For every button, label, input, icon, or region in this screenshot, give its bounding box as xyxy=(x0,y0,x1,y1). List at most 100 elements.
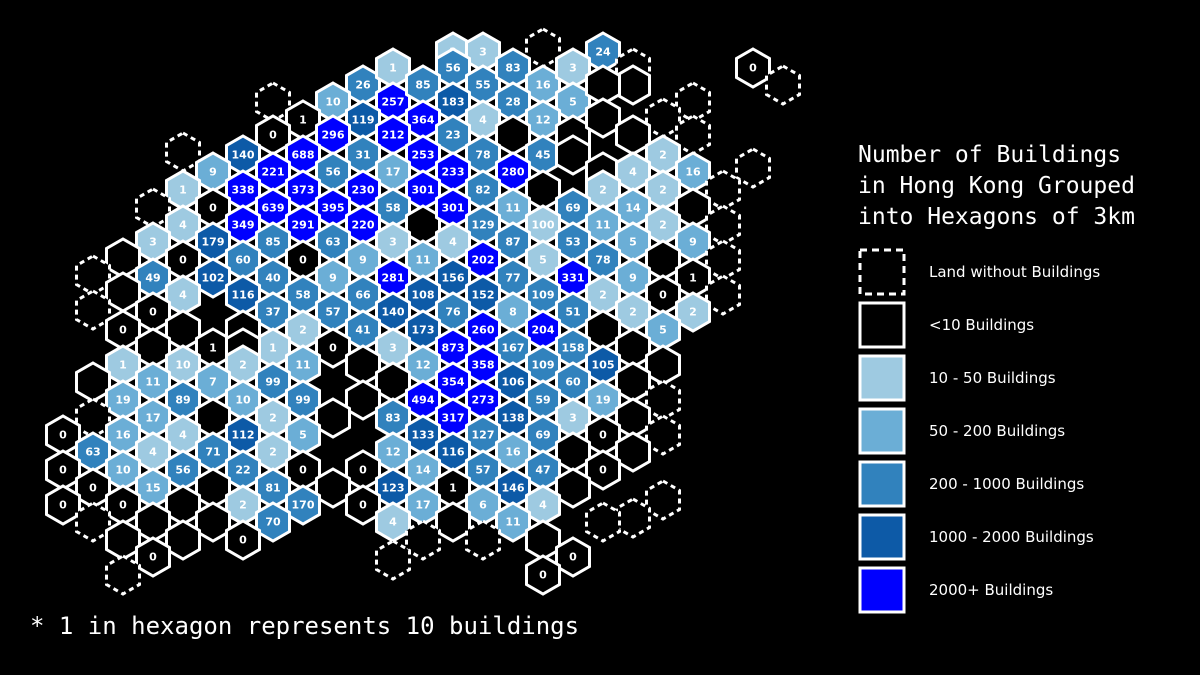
hex-cell: 71 xyxy=(195,431,231,473)
hex-value-label: 296 xyxy=(322,129,345,142)
hex-cell: 77 xyxy=(495,257,531,299)
hex-shape xyxy=(315,397,351,439)
hex-value-label: 28 xyxy=(505,96,520,109)
legend-swatch xyxy=(858,566,906,614)
hex-value-label: 4 xyxy=(149,446,157,459)
hex-cell: 2 xyxy=(285,309,321,351)
hex-cell: 99 xyxy=(285,379,321,421)
hex-cell: 0 xyxy=(45,449,81,491)
hex-cell: 127 xyxy=(465,414,501,456)
hex-value-label: 11 xyxy=(295,359,310,372)
hex-cell: 129 xyxy=(465,204,501,246)
hex-value-label: 16 xyxy=(535,79,551,92)
hex-cell: 6 xyxy=(465,484,501,526)
hex-value-label: 7 xyxy=(209,376,217,389)
hex-cell: 2 xyxy=(585,169,621,211)
hex-shape xyxy=(555,431,591,473)
hex-value-label: 83 xyxy=(385,412,400,425)
hex-value-label: 10 xyxy=(325,96,341,109)
hex-value-label: 349 xyxy=(232,219,255,232)
hex-cell xyxy=(615,431,651,473)
hex-cell: 183 xyxy=(435,81,471,123)
hex-value-label: 4 xyxy=(179,289,187,302)
hex-cell xyxy=(75,501,111,543)
hex-value-label: 317 xyxy=(442,412,465,425)
hex-cell xyxy=(135,501,171,543)
hex-value-label: 220 xyxy=(352,219,375,232)
hex-value-label: 0 xyxy=(89,482,97,495)
hex-cell: 85 xyxy=(255,221,291,263)
hex-value-label: 83 xyxy=(505,62,520,75)
legend-label: 50 - 200 Buildings xyxy=(929,422,1065,440)
hex-cell xyxy=(555,431,591,473)
hex-cell: 280 xyxy=(495,151,531,193)
hex-cell: 253 xyxy=(405,134,441,176)
legend-item: 50 - 200 Buildings xyxy=(858,407,1065,455)
hex-cell: 56 xyxy=(315,151,351,193)
hex-value-label: 5 xyxy=(629,236,637,249)
hex-cell: 1 xyxy=(285,99,321,141)
hex-value-label: 138 xyxy=(502,412,525,425)
hex-value-label: 133 xyxy=(412,429,435,442)
hex-shape xyxy=(45,484,81,526)
hex-shape xyxy=(135,501,171,543)
hex-value-label: 14 xyxy=(625,202,641,215)
hex-cell: 45 xyxy=(525,134,561,176)
legend-label: 1000 - 2000 Buildings xyxy=(929,528,1094,546)
hex-cell: 2 xyxy=(645,169,681,211)
hex-cell: 5 xyxy=(525,239,561,281)
hex-cell: 4 xyxy=(525,484,561,526)
hex-cell: 89 xyxy=(165,379,201,421)
hex-cell: 66 xyxy=(345,274,381,316)
hex-cell: 112 xyxy=(225,414,261,456)
hex-shape xyxy=(615,497,651,539)
hex-value-label: 71 xyxy=(205,446,220,459)
hex-cell: 0 xyxy=(165,239,201,281)
hex-cell xyxy=(375,539,411,581)
hex-value-label: 24 xyxy=(595,46,611,59)
hex-cell xyxy=(315,467,351,509)
legend-label: 200 - 1000 Buildings xyxy=(929,475,1084,493)
hex-cell: 233 xyxy=(435,151,471,193)
hex-value-label: 85 xyxy=(265,236,280,249)
hex-cell: 170 xyxy=(285,484,321,526)
hex-cell: 373 xyxy=(285,169,321,211)
hex-cell: 70 xyxy=(255,501,291,543)
hex-shape xyxy=(165,519,201,561)
hex-value-label: 1 xyxy=(449,482,457,495)
hex-cell xyxy=(765,64,801,106)
hex-cell xyxy=(345,344,381,386)
hex-cell xyxy=(555,134,591,176)
hex-value-label: 69 xyxy=(565,202,580,215)
hex-value-label: 0 xyxy=(59,464,67,477)
hex-cell: 220 xyxy=(345,204,381,246)
hex-cell: 2 xyxy=(615,291,651,333)
hex-value-label: 354 xyxy=(442,376,465,389)
hex-shape xyxy=(315,467,351,509)
hex-shape xyxy=(315,327,351,369)
hex-cell: 81 xyxy=(255,467,291,509)
hex-cell: 78 xyxy=(585,239,621,281)
hex-value-label: 78 xyxy=(475,149,490,162)
hex-cell: 63 xyxy=(315,221,351,263)
hex-cell: 99 xyxy=(255,361,291,403)
hex-cell: 0 xyxy=(225,519,261,561)
hex-grid-map: 3324026156558316310257851832851119364412… xyxy=(45,27,801,596)
hex-value-label: 77 xyxy=(505,272,520,285)
legend-item: 10 - 50 Buildings xyxy=(858,354,1056,402)
hex-cell xyxy=(405,204,441,246)
hex-value-label: 106 xyxy=(502,376,525,389)
hex-value-label: 19 xyxy=(115,394,130,407)
hex-shape xyxy=(375,361,411,403)
hex-value-label: 4 xyxy=(539,499,547,512)
hex-value-label: 140 xyxy=(232,149,255,162)
hex-value-label: 1 xyxy=(269,342,277,355)
hex-cell: 10 xyxy=(105,449,141,491)
hex-value-label: 12 xyxy=(385,446,400,459)
hex-cell xyxy=(525,169,561,211)
hex-cell: 14 xyxy=(405,449,441,491)
hex-value-label: 12 xyxy=(535,114,550,127)
hex-value-label: 0 xyxy=(119,499,127,512)
hex-value-label: 273 xyxy=(472,394,495,407)
